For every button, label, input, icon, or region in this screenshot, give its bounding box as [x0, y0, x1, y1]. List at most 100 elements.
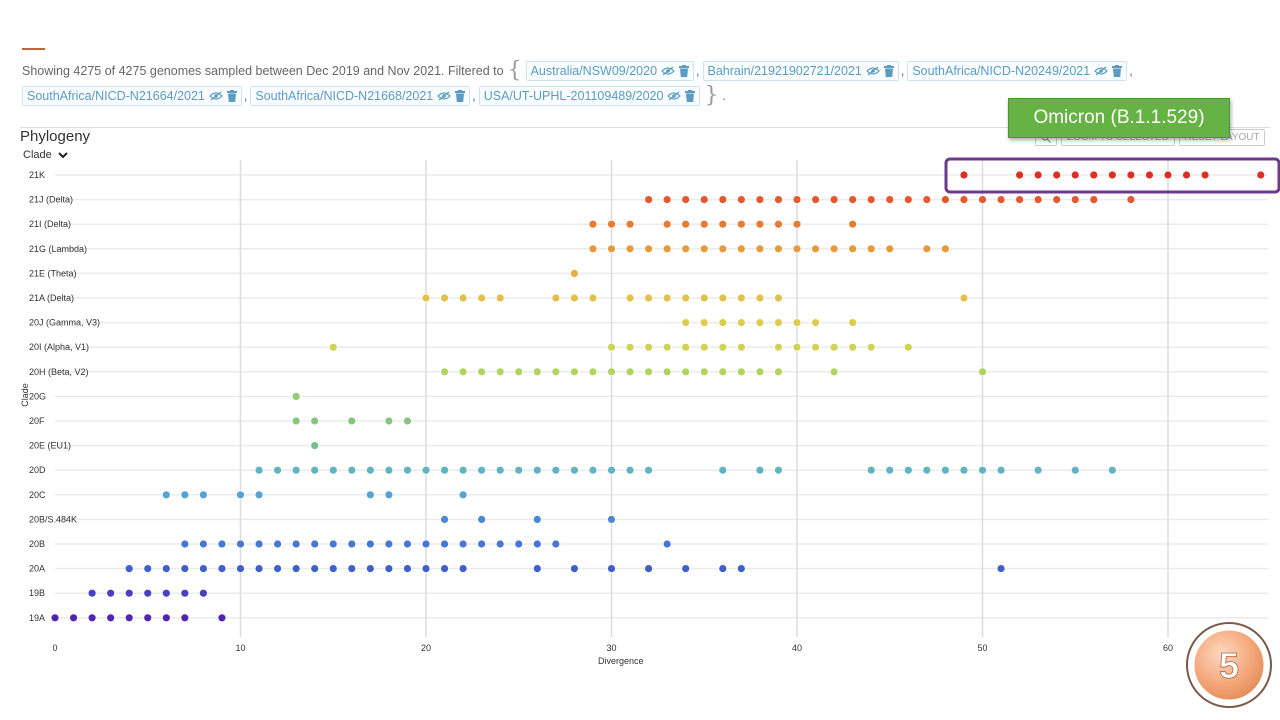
data-point — [903, 342, 913, 352]
trash-icon[interactable] — [1112, 65, 1123, 77]
y-tick-label: 20H (Beta, V2) — [29, 367, 89, 377]
data-point — [458, 367, 468, 377]
eye-slash-icon[interactable] — [667, 91, 682, 101]
data-point — [570, 564, 579, 573]
data-point — [681, 342, 691, 352]
data-point — [347, 539, 357, 549]
data-point — [458, 564, 468, 573]
close-brace: } — [704, 83, 719, 108]
data-point — [143, 564, 153, 573]
data-point — [978, 367, 987, 377]
data-point — [903, 465, 913, 475]
eye-slash-icon[interactable] — [209, 91, 223, 101]
data-point — [607, 465, 616, 475]
x-tick-label: 40 — [792, 643, 802, 653]
data-point — [458, 293, 468, 303]
data-point — [792, 195, 802, 205]
data-point — [774, 293, 783, 303]
data-point — [792, 244, 802, 254]
data-point — [755, 367, 765, 377]
slide-number-badge: 5 — [1186, 622, 1272, 708]
data-point — [607, 219, 616, 229]
data-point — [922, 465, 932, 475]
data-point — [607, 564, 616, 573]
data-point — [829, 342, 839, 352]
filter-chip[interactable]: Australia/NSW09/2020 — [525, 61, 695, 81]
data-point — [384, 564, 394, 573]
data-point — [273, 465, 283, 475]
filter-chip[interactable]: USA/UT-UPHL-201109489/2020 — [478, 86, 701, 106]
data-point — [180, 613, 190, 623]
trash-icon[interactable] — [226, 90, 237, 102]
data-point — [198, 539, 208, 549]
data-point — [681, 318, 691, 328]
color-by-label: Clade — [23, 149, 52, 161]
data-point — [811, 195, 820, 205]
data-point — [421, 293, 431, 303]
data-point — [421, 465, 431, 475]
data-point — [347, 465, 357, 475]
data-point — [588, 367, 598, 377]
chevron-down-icon — [58, 151, 68, 158]
data-point — [625, 219, 635, 229]
data-point — [514, 367, 524, 377]
eye-slash-icon[interactable] — [1094, 66, 1109, 76]
trash-icon[interactable] — [455, 90, 466, 102]
data-point — [161, 564, 171, 573]
data-point — [403, 564, 412, 573]
data-point — [273, 564, 283, 573]
data-point — [161, 490, 171, 500]
data-point — [1052, 195, 1062, 205]
filter-chip[interactable]: SouthAfrica/NICD-N21668/2021 — [250, 86, 471, 106]
data-point — [681, 244, 691, 254]
data-point — [217, 564, 227, 573]
eye-slash-icon[interactable] — [865, 66, 880, 76]
x-tick-label: 0 — [52, 643, 57, 653]
y-tick-label: 20D — [29, 465, 46, 475]
data-point — [1200, 170, 1210, 180]
eye-slash-icon[interactable] — [437, 91, 452, 101]
data-point — [978, 195, 987, 205]
trash-icon[interactable] — [685, 90, 696, 102]
y-tick-label: 19A — [29, 613, 45, 623]
data-point — [551, 367, 561, 377]
y-tick-label: 20A — [29, 564, 45, 574]
data-point — [959, 293, 969, 303]
data-point — [607, 515, 616, 524]
y-tick-label: 21A (Delta) — [29, 293, 74, 303]
data-point — [477, 515, 487, 524]
data-point — [1145, 170, 1154, 180]
trash-icon[interactable] — [883, 65, 894, 77]
data-point — [198, 564, 208, 573]
eye-slash-icon[interactable] — [661, 66, 675, 76]
data-point — [328, 465, 338, 475]
data-point — [829, 195, 839, 205]
data-point — [755, 293, 765, 303]
data-point — [718, 367, 728, 377]
data-point — [421, 539, 431, 549]
filter-chip[interactable]: Bahrain/21921902721/2021 — [702, 61, 899, 81]
data-point — [699, 318, 709, 328]
data-point — [829, 367, 839, 377]
filter-summary-text: Showing 4275 of 4275 genomes sampled bet… — [22, 64, 504, 78]
data-point — [903, 195, 913, 205]
data-point — [198, 490, 208, 500]
trash-icon[interactable] — [679, 65, 690, 77]
data-point — [681, 367, 691, 377]
color-by-dropdown[interactable]: Clade — [23, 149, 68, 161]
data-point — [328, 539, 338, 549]
data-point — [440, 539, 449, 549]
filter-chip[interactable]: SouthAfrica/NICD-N20249/2021 — [907, 61, 1128, 81]
data-point — [477, 539, 487, 549]
chip-separator: , — [243, 89, 248, 103]
data-point — [254, 490, 264, 500]
data-point — [365, 564, 375, 573]
chip-separator: , — [472, 89, 476, 103]
data-point — [143, 613, 153, 623]
y-tick-label: 20E (EU1) — [29, 441, 71, 451]
filter-chip[interactable]: SouthAfrica/NICD-N21664/2021 — [22, 86, 242, 106]
data-point — [959, 170, 969, 180]
data-point — [106, 613, 116, 623]
data-point — [718, 342, 728, 352]
data-point — [959, 195, 969, 205]
